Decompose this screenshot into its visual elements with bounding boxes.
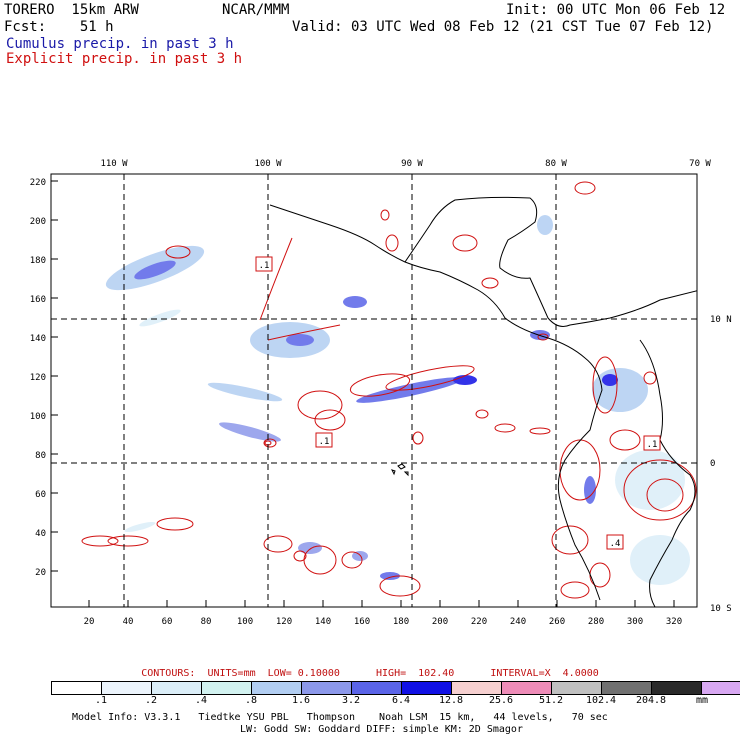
valid-time: Valid: 03 UTC Wed 08 Feb 12 (21 CST Tue …	[292, 19, 714, 35]
colorbar-swatch	[652, 682, 702, 694]
y-tick-label: 40	[35, 529, 46, 539]
x-tick-label: 100	[237, 617, 253, 627]
x-tick-label: 320	[666, 617, 682, 627]
y-tick-label: 160	[30, 295, 46, 305]
colorbar-label: .2	[144, 695, 158, 706]
y-tick-label: 100	[30, 412, 46, 422]
forecast-hour: Fcst: 51 h	[4, 19, 114, 35]
y-tick-label: 120	[30, 373, 46, 383]
x-axis	[88, 600, 675, 607]
y-tick-label: 140	[30, 334, 46, 344]
colorbar-label: 102.4	[585, 695, 617, 706]
colorbar-swatch	[402, 682, 452, 694]
colorbar	[51, 681, 740, 695]
colorbar-swatch	[352, 682, 402, 694]
x-tick-label: 260	[549, 617, 565, 627]
colorbar-swatch	[602, 682, 652, 694]
y-tick-label: 80	[35, 451, 46, 461]
colorbar-label: 6.4	[391, 695, 411, 706]
contour-label: .1	[319, 437, 330, 447]
y-tick-label: 200	[30, 217, 46, 227]
colorbar-label: 204.8	[635, 695, 667, 706]
cumulus-precip-field	[105, 215, 690, 585]
colorbar-label: 12.8	[438, 695, 464, 706]
colorbar-label: 51.2	[538, 695, 564, 706]
legend-explicit: Explicit precip. in past 3 h	[6, 51, 243, 67]
x-tick-label: 200	[432, 617, 448, 627]
x-tick-label: 220	[471, 617, 487, 627]
model-name: TORERO 15km ARW	[4, 2, 139, 18]
lat-label-0: 0	[710, 459, 715, 469]
x-tick-label: 280	[588, 617, 604, 627]
x-tick-label: 80	[201, 617, 212, 627]
y-axis	[51, 180, 58, 572]
x-tick-label: 300	[627, 617, 643, 627]
colorbar-swatch	[252, 682, 302, 694]
colorbar-swatch	[102, 682, 152, 694]
colorbar-swatch	[702, 682, 740, 694]
contour-label-box	[255, 256, 661, 550]
contour-label: .4	[610, 539, 621, 549]
init-time: Init: 00 UTC Mon 06 Feb 12	[506, 2, 726, 18]
x-tick-label: 160	[354, 617, 370, 627]
model-info: Model Info: V3.3.1 Tiedtke YSU PBL Thomp…	[72, 712, 608, 723]
x-tick-label: 60	[162, 617, 173, 627]
colorbar-label: .4	[194, 695, 208, 706]
y-tick-label: 20	[35, 568, 46, 578]
lon-label-90w: 90 W	[401, 159, 423, 169]
x-tick-label: 120	[276, 617, 292, 627]
colorbar-unit: mm	[696, 695, 709, 706]
model-physics: LW: Godd SW: Goddard DIFF: simple KM: 2D…	[240, 724, 523, 735]
colorbar-swatch	[152, 682, 202, 694]
coastlines	[269, 196, 697, 607]
x-tick-label: 180	[393, 617, 409, 627]
x-tick-label: 40	[123, 617, 134, 627]
contour-label: .1	[259, 261, 270, 271]
lat-label-10n: 10 N	[710, 315, 732, 325]
graticule	[51, 174, 697, 607]
colorbar-label: .8	[244, 695, 258, 706]
lon-label-100w: 100 W	[254, 159, 282, 169]
colorbar-swatch	[452, 682, 502, 694]
colorbar-swatch	[552, 682, 602, 694]
x-tick-label: 140	[315, 617, 331, 627]
colorbar-swatch	[302, 682, 352, 694]
organization: NCAR/MMM	[222, 2, 290, 18]
colorbar-swatch	[502, 682, 552, 694]
y-tick-label: 220	[30, 178, 46, 188]
colorbar-label: .1	[94, 695, 108, 706]
lat-label-10s: 10 S	[710, 604, 732, 614]
lon-label-70w: 70 W	[689, 159, 711, 169]
colorbar-label: 25.6	[488, 695, 514, 706]
x-tick-label: 20	[84, 617, 95, 627]
y-tick-label: 180	[30, 256, 46, 266]
colorbar-label: 3.2	[341, 695, 361, 706]
plot-frame	[50, 173, 698, 608]
colorbar-swatch	[202, 682, 252, 694]
x-tick-label: 240	[510, 617, 526, 627]
lon-label-110w: 110 W	[100, 159, 128, 169]
lon-label-80w: 80 W	[545, 159, 567, 169]
colorbar-swatch	[52, 682, 102, 694]
contour-label: .1	[647, 440, 658, 450]
legend-cumulus: Cumulus precip. in past 3 h	[6, 36, 234, 52]
contour-info: CONTOURS: UNITS=mm LOW= 0.10000 HIGH= 10…	[141, 668, 599, 679]
y-tick-label: 60	[35, 490, 46, 500]
colorbar-label: 1.6	[291, 695, 311, 706]
